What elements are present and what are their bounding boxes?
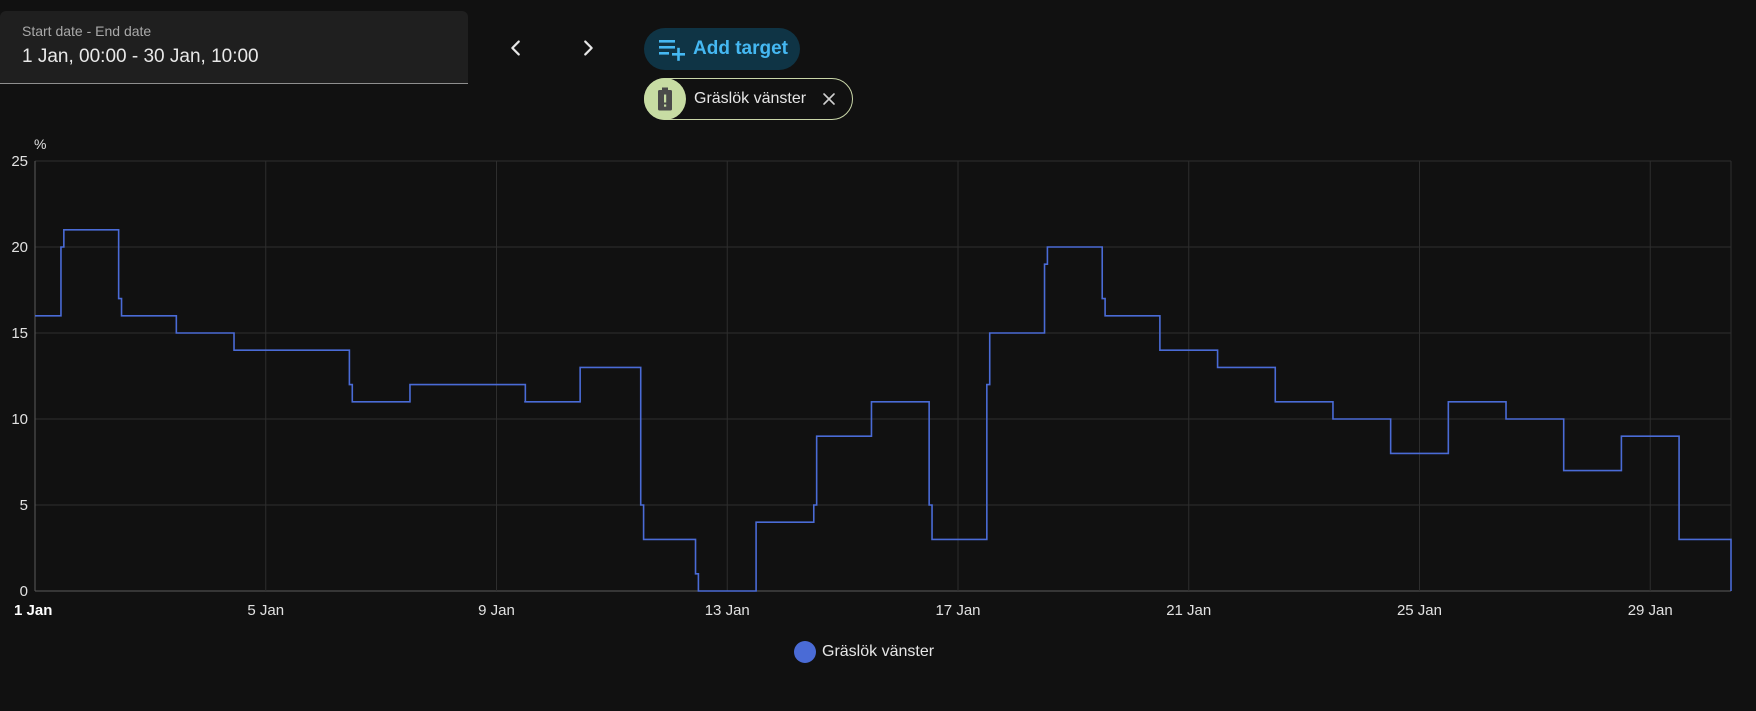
- y-tick-label: 10: [11, 411, 28, 428]
- y-tick-label: 15: [11, 325, 28, 342]
- remove-target-button[interactable]: [820, 90, 838, 108]
- previous-period-button[interactable]: [496, 28, 536, 68]
- y-tick-label: 5: [20, 497, 28, 514]
- legend-color-dot: [794, 641, 816, 663]
- x-tick-label: 21 Jan: [1166, 602, 1211, 619]
- chart-grid: [34, 160, 1732, 592]
- x-tick-label: 9 Jan: [478, 602, 515, 619]
- y-axis-labels: 0 5 10 15 20 25: [11, 153, 28, 600]
- x-tick-label: 1 Jan: [14, 602, 52, 619]
- x-tick-label: 13 Jan: [705, 602, 750, 619]
- x-axis-labels: 1 Jan 5 Jan 9 Jan 13 Jan 17 Jan 21 Jan 25 Jan 2…: [14, 602, 1673, 619]
- chip-avatar: [644, 78, 686, 120]
- legend-label: Gräslök vänster: [822, 643, 935, 660]
- add-target-button[interactable]: Add target: [644, 28, 800, 70]
- battery-alert-icon: [658, 87, 672, 111]
- y-tick-label: 25: [11, 153, 28, 170]
- series-line-graslok-vanster[interactable]: [35, 229, 1732, 592]
- playlist-plus-icon: [659, 40, 685, 61]
- add-target-label: Add target: [693, 38, 788, 59]
- y-tick-label: 0: [20, 583, 28, 600]
- target-chip-label: Gräslök vänster: [694, 90, 807, 107]
- date-range-value[interactable]: 1 Jan, 00:00 - 30 Jan, 10:00: [22, 46, 259, 67]
- close-icon: [823, 93, 835, 105]
- y-tick-label: 20: [11, 239, 28, 256]
- y-axis-unit: %: [34, 136, 46, 152]
- x-tick-label: 17 Jan: [935, 602, 980, 619]
- chevron-left-icon: [511, 40, 520, 56]
- target-chip[interactable]: Gräslök vänster: [644, 78, 853, 120]
- date-range-picker[interactable]: Start date - End date 1 Jan, 00:00 - 30 …: [0, 11, 468, 84]
- date-range-label: Start date - End date: [22, 23, 152, 39]
- chevron-right-icon: [584, 40, 593, 56]
- chart-legend-item[interactable]: Gräslök vänster: [794, 641, 934, 663]
- x-tick-label: 5 Jan: [247, 602, 284, 619]
- next-period-button[interactable]: [568, 28, 608, 68]
- x-tick-label: 25 Jan: [1397, 602, 1442, 619]
- x-tick-label: 29 Jan: [1628, 602, 1673, 619]
